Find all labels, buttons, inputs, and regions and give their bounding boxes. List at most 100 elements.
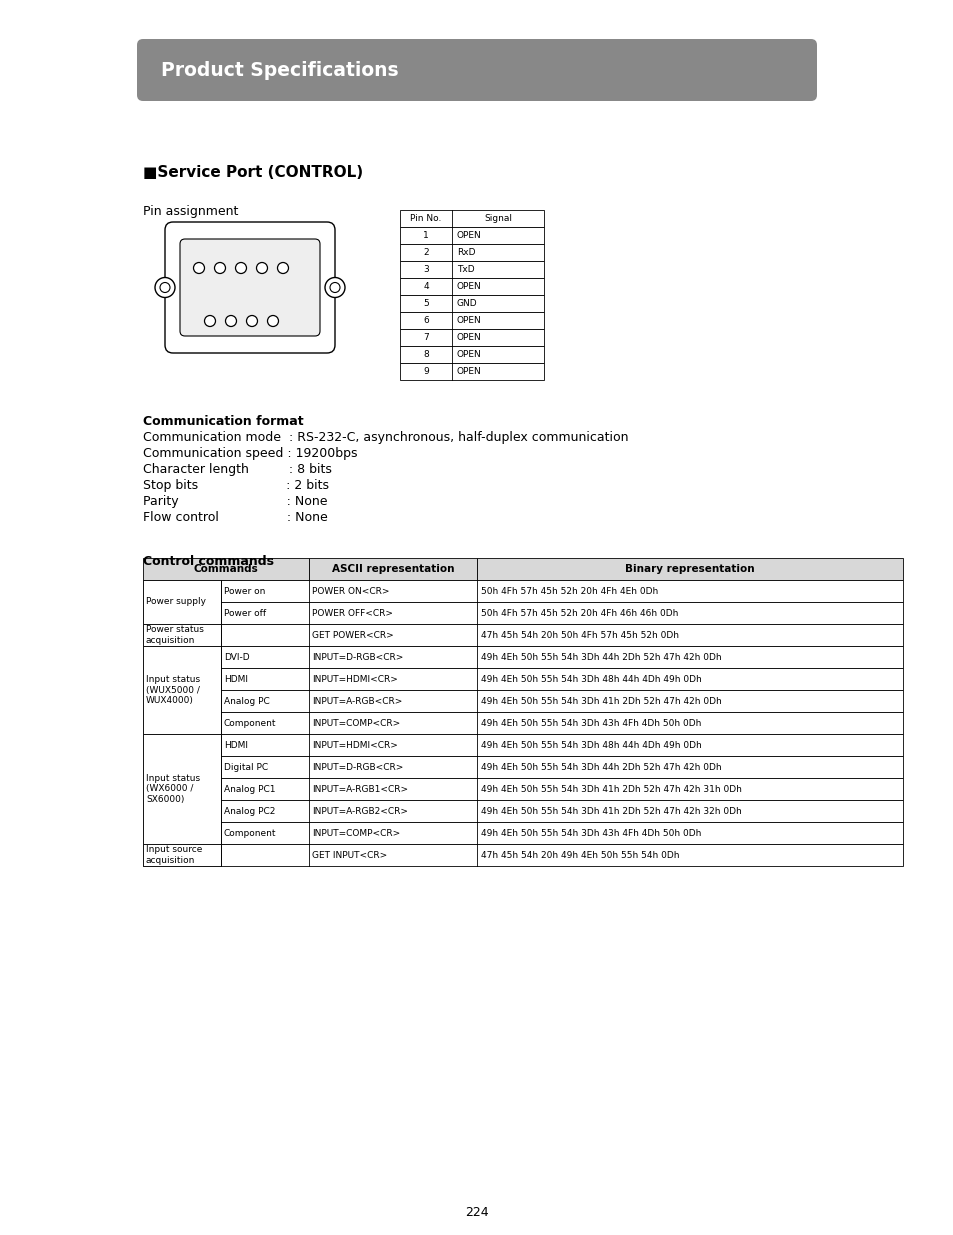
Text: HDMI: HDMI xyxy=(224,741,248,750)
Text: INPUT=HDMI<CR>: INPUT=HDMI<CR> xyxy=(312,741,397,750)
Bar xyxy=(143,734,221,844)
Text: Analog PC: Analog PC xyxy=(224,697,270,705)
Circle shape xyxy=(225,315,236,326)
Text: INPUT=A-RGB1<CR>: INPUT=A-RGB1<CR> xyxy=(312,784,408,794)
Text: 9: 9 xyxy=(423,367,429,375)
Text: INPUT=A-RGB<CR>: INPUT=A-RGB<CR> xyxy=(312,697,402,705)
Bar xyxy=(476,558,902,580)
Text: 4: 4 xyxy=(423,282,428,291)
Text: OPEN: OPEN xyxy=(456,231,481,240)
Text: DVI-D: DVI-D xyxy=(224,652,250,662)
Bar xyxy=(143,844,902,866)
Text: Stop bits                      : 2 bits: Stop bits : 2 bits xyxy=(143,479,329,492)
Text: Pin No.: Pin No. xyxy=(410,214,441,224)
Bar xyxy=(143,624,902,646)
Text: 2: 2 xyxy=(423,248,428,257)
Text: 49h 4Eh 50h 55h 54h 3Dh 48h 44h 4Dh 49h 0Dh: 49h 4Eh 50h 55h 54h 3Dh 48h 44h 4Dh 49h … xyxy=(480,741,701,750)
Bar xyxy=(143,756,902,778)
Text: Character length          : 8 bits: Character length : 8 bits xyxy=(143,463,332,475)
Text: TxD: TxD xyxy=(456,266,475,274)
Text: INPUT=COMP<CR>: INPUT=COMP<CR> xyxy=(312,719,400,727)
Text: 49h 4Eh 50h 55h 54h 3Dh 43h 4Fh 4Dh 50h 0Dh: 49h 4Eh 50h 55h 54h 3Dh 43h 4Fh 4Dh 50h … xyxy=(480,719,700,727)
Circle shape xyxy=(235,263,246,273)
Text: 8: 8 xyxy=(423,350,429,359)
Bar xyxy=(143,800,902,823)
Bar xyxy=(143,646,221,734)
Text: 49h 4Eh 50h 55h 54h 3Dh 41h 2Dh 52h 47h 42h 32h 0Dh: 49h 4Eh 50h 55h 54h 3Dh 41h 2Dh 52h 47h … xyxy=(480,806,741,815)
Text: OPEN: OPEN xyxy=(456,316,481,325)
Bar xyxy=(399,227,543,245)
Text: Binary representation: Binary representation xyxy=(624,564,754,574)
Text: OPEN: OPEN xyxy=(456,367,481,375)
Text: INPUT=A-RGB2<CR>: INPUT=A-RGB2<CR> xyxy=(312,806,408,815)
Bar xyxy=(399,278,543,295)
Text: Component: Component xyxy=(224,829,276,837)
Bar xyxy=(143,624,221,646)
Bar xyxy=(399,295,543,312)
Circle shape xyxy=(214,263,225,273)
Text: GND: GND xyxy=(456,299,477,308)
Text: Pin assignment: Pin assignment xyxy=(143,205,238,219)
Text: Control commands: Control commands xyxy=(143,555,274,568)
Text: Power on: Power on xyxy=(224,587,265,595)
Text: ■Service Port (CONTROL): ■Service Port (CONTROL) xyxy=(143,165,363,180)
Text: 50h 4Fh 57h 45h 52h 20h 4Fh 46h 46h 0Dh: 50h 4Fh 57h 45h 52h 20h 4Fh 46h 46h 0Dh xyxy=(480,609,678,618)
Text: Input status
(WX6000 /
SX6000): Input status (WX6000 / SX6000) xyxy=(146,774,200,804)
Circle shape xyxy=(193,263,204,273)
Text: Analog PC1: Analog PC1 xyxy=(224,784,275,794)
Text: Flow control                 : None: Flow control : None xyxy=(143,511,328,524)
Text: OPEN: OPEN xyxy=(456,333,481,342)
Text: Communication format: Communication format xyxy=(143,415,303,429)
Text: Signal: Signal xyxy=(483,214,512,224)
Bar xyxy=(143,668,902,690)
Text: INPUT=D-RGB<CR>: INPUT=D-RGB<CR> xyxy=(312,762,403,772)
Text: INPUT=COMP<CR>: INPUT=COMP<CR> xyxy=(312,829,400,837)
Text: Component: Component xyxy=(224,719,276,727)
Bar xyxy=(399,210,543,227)
Text: Analog PC2: Analog PC2 xyxy=(224,806,275,815)
Text: INPUT=HDMI<CR>: INPUT=HDMI<CR> xyxy=(312,674,397,683)
Text: Product Specifications: Product Specifications xyxy=(161,61,398,79)
Text: Communication speed : 19200bps: Communication speed : 19200bps xyxy=(143,447,357,459)
Text: 6: 6 xyxy=(423,316,429,325)
Text: Digital PC: Digital PC xyxy=(224,762,268,772)
Text: Power status
acquisition: Power status acquisition xyxy=(146,625,204,645)
Text: Power supply: Power supply xyxy=(146,598,206,606)
Text: Power off: Power off xyxy=(224,609,266,618)
Text: 49h 4Eh 50h 55h 54h 3Dh 44h 2Dh 52h 47h 42h 0Dh: 49h 4Eh 50h 55h 54h 3Dh 44h 2Dh 52h 47h … xyxy=(480,652,720,662)
Bar xyxy=(143,734,902,756)
Bar xyxy=(143,601,902,624)
Text: OPEN: OPEN xyxy=(456,282,481,291)
Circle shape xyxy=(246,315,257,326)
Bar xyxy=(143,778,902,800)
Text: Input status
(WUX5000 /
WUX4000): Input status (WUX5000 / WUX4000) xyxy=(146,676,200,705)
Text: 49h 4Eh 50h 55h 54h 3Dh 43h 4Fh 4Dh 50h 0Dh: 49h 4Eh 50h 55h 54h 3Dh 43h 4Fh 4Dh 50h … xyxy=(480,829,700,837)
FancyBboxPatch shape xyxy=(180,240,319,336)
Text: Communication mode  : RS-232-C, asynchronous, half-duplex communication: Communication mode : RS-232-C, asynchron… xyxy=(143,431,628,445)
Text: 49h 4Eh 50h 55h 54h 3Dh 41h 2Dh 52h 47h 42h 31h 0Dh: 49h 4Eh 50h 55h 54h 3Dh 41h 2Dh 52h 47h … xyxy=(480,784,741,794)
Text: 5: 5 xyxy=(423,299,429,308)
Bar xyxy=(309,558,476,580)
Circle shape xyxy=(154,278,174,298)
Bar xyxy=(143,558,309,580)
Text: 7: 7 xyxy=(423,333,429,342)
Bar xyxy=(143,823,902,844)
Text: GET INPUT<CR>: GET INPUT<CR> xyxy=(312,851,387,860)
Text: 49h 4Eh 50h 55h 54h 3Dh 44h 2Dh 52h 47h 42h 0Dh: 49h 4Eh 50h 55h 54h 3Dh 44h 2Dh 52h 47h … xyxy=(480,762,720,772)
Text: ASCII representation: ASCII representation xyxy=(332,564,454,574)
Text: 50h 4Fh 57h 45h 52h 20h 4Fh 4Eh 0Dh: 50h 4Fh 57h 45h 52h 20h 4Fh 4Eh 0Dh xyxy=(480,587,658,595)
Text: Parity                           : None: Parity : None xyxy=(143,495,327,508)
Text: Commands: Commands xyxy=(193,564,258,574)
Text: RxD: RxD xyxy=(456,248,475,257)
Bar xyxy=(399,245,543,261)
Text: 47h 45h 54h 20h 50h 4Fh 57h 45h 52h 0Dh: 47h 45h 54h 20h 50h 4Fh 57h 45h 52h 0Dh xyxy=(480,631,679,640)
Circle shape xyxy=(204,315,215,326)
Circle shape xyxy=(256,263,267,273)
FancyBboxPatch shape xyxy=(165,222,335,353)
Bar xyxy=(143,690,902,713)
Bar xyxy=(399,346,543,363)
Bar xyxy=(143,580,221,624)
FancyBboxPatch shape xyxy=(137,40,816,101)
Text: HDMI: HDMI xyxy=(224,674,248,683)
Bar xyxy=(143,844,221,866)
